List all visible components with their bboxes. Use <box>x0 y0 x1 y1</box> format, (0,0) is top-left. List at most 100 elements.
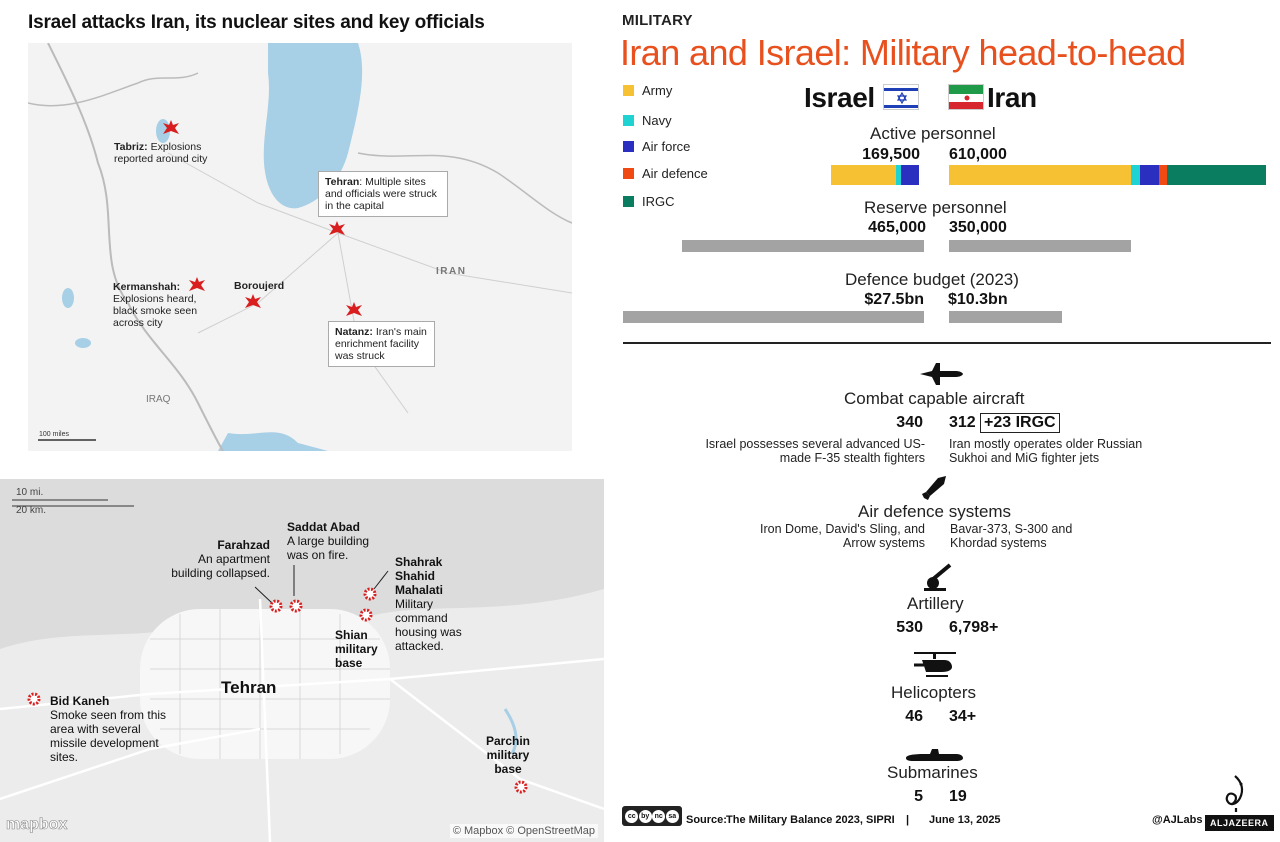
urban-area <box>140 609 390 759</box>
helicopter-icon <box>912 650 958 685</box>
creative-commons-badge[interactable]: cc by nc sa <box>622 806 682 826</box>
active-israel-value: 169,500 <box>862 146 920 163</box>
budget-bar-israel <box>623 311 924 323</box>
active-iran-value: 610,000 <box>949 146 1007 163</box>
label-saddat-abad-text: A large building was on fire. <box>287 534 370 562</box>
label-shahrak-text: Military command housing was attacked. <box>395 597 462 653</box>
map-attribution-link[interactable]: © Mapbox © OpenStreetMap <box>449 824 598 838</box>
artillery-iran-value: 6,798+ <box>949 619 999 636</box>
aljazeera-logo[interactable]: ALJAZEERA <box>1205 815 1274 831</box>
callout-kermanshah-name: Kermanshah: <box>113 281 181 293</box>
fighter-jet-icon <box>918 362 964 391</box>
legend-swatch <box>623 85 634 96</box>
legend-swatch <box>623 115 634 126</box>
callout-natanz-name: Natanz: <box>335 326 373 338</box>
label-saddat-abad: Saddat Abad A large building was on fire… <box>287 520 383 562</box>
label-shian-name: Shian military base <box>335 628 378 670</box>
scale-km-label: 20 km. <box>16 505 47 516</box>
legend-label: Navy <box>642 113 672 128</box>
callout-boroujerd-name: Boroujerd <box>234 280 285 292</box>
footer-separator: | <box>906 814 910 826</box>
reserve-bar-iran <box>949 240 1132 252</box>
map-label-iran: IRAN <box>436 266 467 277</box>
legend-item-air-defence: Air defence <box>623 166 708 181</box>
cc-badge-cc: cc <box>625 809 639 823</box>
reserve-bar-israel <box>682 240 924 252</box>
country-israel-label: Israel <box>804 82 875 113</box>
reserve-personnel-title: Reserve personnel <box>864 198 1007 217</box>
footer-source-label: Source: <box>686 814 727 826</box>
airdef-israel-desc: Iron Dome, David's Sling, and Arrow syst… <box>760 522 925 550</box>
legend-swatch <box>623 141 634 152</box>
submarine-icon <box>904 747 964 770</box>
missile-icon <box>920 474 948 507</box>
cc-badge-nc: nc <box>652 809 666 823</box>
artillery-israel-value: 530 <box>896 619 923 636</box>
country-iran-label: Iran <box>987 82 1037 113</box>
label-parchin: Parchin military base <box>482 734 534 776</box>
label-farahzad-name: Farahzad <box>217 538 270 552</box>
airdef-title: Air defence systems <box>858 502 1012 521</box>
infographic-title: Iran and Israel: Military head-to-head <box>620 32 1186 73</box>
label-bid-kaneh-text: Smoke seen from this area with several m… <box>50 708 167 764</box>
active-bar-iran-navy <box>1130 165 1141 185</box>
submarines-israel-value: 5 <box>914 788 923 805</box>
artillery-title: Artillery <box>907 594 964 613</box>
reserve-israel-value: 465,000 <box>868 219 926 236</box>
section-divider <box>623 342 1271 344</box>
mapbox-logo[interactable]: mapbox <box>6 816 68 834</box>
callout-tabriz-text: Explosions reported around city <box>114 141 208 165</box>
callout-natanz-text: Iran's main enrichment facility was stru… <box>335 326 427 362</box>
label-farahzad-text: An apartment building collapsed. <box>171 552 270 580</box>
budget-iran-value: $10.3bn <box>948 291 1008 308</box>
aircraft-israel-desc: Israel possesses several advanced US-mad… <box>705 437 925 465</box>
helicopters-israel-value: 46 <box>905 708 923 725</box>
aljazeera-emblem-icon <box>1222 774 1248 817</box>
budget-bar-iran <box>949 311 1062 323</box>
label-bid-kaneh-name: Bid Kaneh <box>50 694 110 708</box>
legend-swatch <box>623 196 634 207</box>
legend-label: IRGC <box>642 194 675 209</box>
budget-israel-value: $27.5bn <box>864 291 924 308</box>
iran-flag-icon <box>948 84 984 110</box>
callout-tabriz-name: Tabriz: <box>114 141 148 153</box>
submarines-title: Submarines <box>887 763 978 782</box>
aircraft-iran-irgc-badge: +23 IRGC <box>980 413 1060 433</box>
left-map-title: Israel attacks Iran, its nuclear sites a… <box>28 12 485 33</box>
label-saddat-abad-name: Saddat Abad <box>287 520 360 534</box>
airdef-iran-desc: Bavar-373, S-300 and Khordad systems <box>950 522 1073 550</box>
submarines-iran-value: 19 <box>949 788 967 805</box>
country-border <box>47 43 224 451</box>
label-shahrak-name: Shahrak Shahid Mahalati <box>395 555 444 597</box>
active-bar-iran-air-defence <box>1159 165 1168 185</box>
callout-boroujerd: Boroujerd <box>234 280 284 292</box>
israel-flag-icon <box>883 84 919 110</box>
label-parchin-name: Parchin military base <box>485 734 530 776</box>
legend-item-air-force: Air force <box>623 139 690 154</box>
aircraft-israel-value: 340 <box>896 414 923 431</box>
aircraft-iran-value: 312 <box>949 414 976 431</box>
iran-overview-map[interactable]: Tabriz: Explosions reported around city … <box>28 43 572 451</box>
iran-map-graphic <box>28 43 572 451</box>
active-bar-iran-army <box>949 165 1131 185</box>
artillery-icon <box>922 562 952 597</box>
map-label-iraq: IRAQ <box>146 394 171 405</box>
legend-label: Air defence <box>642 166 708 181</box>
aircraft-iran-desc: Iran mostly operates older Russian Sukho… <box>949 437 1143 465</box>
callout-tabriz: Tabriz: Explosions reported around city <box>114 141 224 165</box>
scale-miles-label: 10 mi. <box>16 487 44 498</box>
legend-label: Air force <box>642 139 691 154</box>
tehran-detail-map[interactable]: 10 mi. 20 km. Farahzad An apartment buil… <box>0 479 604 842</box>
label-shian: Shian military base <box>335 628 393 670</box>
label-farahzad: Farahzad An apartment building collapsed… <box>160 538 270 580</box>
footer-date: June 13, 2025 <box>929 814 1001 826</box>
callout-kermanshah-text: Explosions heard, black smoke seen acros… <box>113 293 198 329</box>
active-bar-israel-navy <box>896 165 902 185</box>
tehran-map-graphic <box>0 479 604 842</box>
label-shahrak: Shahrak Shahid Mahalati Military command… <box>395 555 477 653</box>
label-bid-kaneh: Bid Kaneh Smoke seen from this area with… <box>50 694 168 764</box>
footer-handle[interactable]: @AJLabs <box>1152 814 1203 826</box>
helicopters-title: Helicopters <box>891 683 977 702</box>
callout-natanz: Natanz: Iran's main enrichment facility … <box>328 321 435 367</box>
active-bar-israel-air-force <box>901 165 919 185</box>
